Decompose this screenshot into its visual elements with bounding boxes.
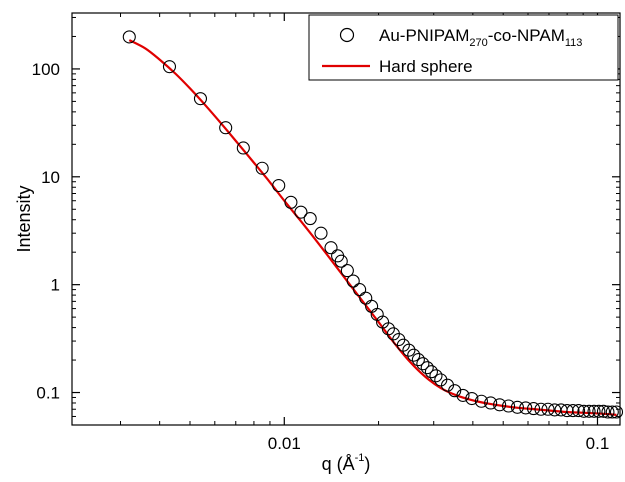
- data-point: [527, 402, 541, 416]
- y-tick-label: 0.1: [36, 384, 60, 403]
- data-point: [429, 369, 443, 383]
- plot-frame: [71, 12, 621, 426]
- y-tick-label: 10: [41, 168, 60, 187]
- data-point: [501, 399, 516, 413]
- data-point: [534, 402, 548, 416]
- data-point: [587, 404, 601, 418]
- data-point: [162, 60, 177, 74]
- data-point: [420, 361, 434, 375]
- data-point: [402, 343, 416, 357]
- y-tick-label: 100: [32, 60, 60, 79]
- data-point: [605, 405, 619, 419]
- data-point: [601, 405, 615, 419]
- data-point: [592, 404, 606, 418]
- data-point: [510, 400, 524, 414]
- data-point: [303, 212, 317, 226]
- data-point: [272, 178, 286, 193]
- data-point: [474, 394, 488, 408]
- x-axis-title-sup: -1: [355, 452, 365, 464]
- data-point: [571, 404, 586, 418]
- data-point: [566, 404, 580, 418]
- legend-label-data-main: Au-PNIPAM: [379, 26, 469, 45]
- data-point: [255, 161, 269, 175]
- x-axis-title-main: q (Å: [322, 454, 355, 474]
- x-tick-labels: 0.01 0.1: [268, 434, 610, 453]
- y-tick-labels: 0.1 1 10 100: [32, 60, 60, 403]
- legend-label-data-mid: -co-NPAM: [488, 26, 565, 45]
- hard-sphere-fit-line: [128, 39, 617, 417]
- data-point: [411, 353, 425, 367]
- data-point: [582, 404, 596, 418]
- legend-marker-circle: [339, 27, 355, 43]
- legend: Au-PNIPAM270-co-NPAM113 Hard sphere: [308, 14, 619, 81]
- data-point: [236, 141, 250, 155]
- x-tick-label: 0.1: [586, 434, 610, 453]
- legend-label-data: Au-PNIPAM270-co-NPAM113: [379, 26, 582, 49]
- x-axis-title: q (Å-1): [322, 452, 371, 474]
- data-point: [314, 226, 328, 240]
- data-point: [324, 241, 338, 255]
- data-point: [416, 357, 430, 371]
- data-point: [284, 195, 298, 209]
- data-point: [456, 388, 470, 402]
- data-point: [353, 283, 367, 297]
- data-points-group: [122, 30, 624, 419]
- data-point: [596, 404, 611, 418]
- data-point: [484, 396, 498, 410]
- data-point: [122, 30, 136, 44]
- data-point: [219, 121, 233, 135]
- data-point: [560, 404, 574, 418]
- data-point: [381, 322, 395, 336]
- x-axis-title-end: ): [364, 454, 370, 474]
- legend-label-data-sub1: 270: [469, 37, 487, 49]
- data-point: [465, 391, 479, 406]
- data-point: [193, 92, 208, 106]
- legend-label-data-sub2: 113: [565, 37, 583, 49]
- data-point: [424, 365, 438, 379]
- data-point: [334, 254, 348, 268]
- x-tick-label: 0.01: [268, 434, 301, 453]
- data-point: [346, 274, 360, 288]
- data-point: [609, 405, 624, 419]
- data-point: [519, 401, 533, 415]
- data-point: [340, 264, 354, 278]
- fit-line-group: [128, 39, 617, 417]
- data-point: [434, 373, 448, 387]
- data-point: [448, 384, 462, 398]
- y-tick-label: 1: [51, 276, 60, 295]
- legend-box: [308, 14, 619, 81]
- data-point: [577, 404, 591, 418]
- data-point: [541, 402, 555, 416]
- data-point: [407, 348, 421, 362]
- legend-label-fit: Hard sphere: [379, 57, 473, 76]
- y-axis-title: Intensity: [14, 185, 34, 252]
- data-point: [294, 205, 308, 219]
- data-point: [493, 398, 507, 412]
